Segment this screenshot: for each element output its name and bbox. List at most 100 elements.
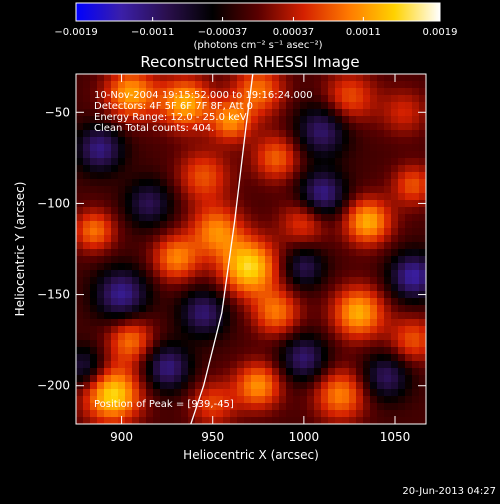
heatmap-cell bbox=[139, 74, 147, 82]
heatmap-cell bbox=[237, 326, 245, 334]
heatmap-cell bbox=[398, 326, 406, 334]
heatmap-cell bbox=[209, 361, 217, 369]
heatmap-cell bbox=[160, 354, 168, 362]
heatmap-cell bbox=[258, 116, 266, 124]
heatmap-cell bbox=[272, 305, 280, 313]
heatmap-cell bbox=[111, 375, 119, 383]
heatmap-cell bbox=[230, 277, 238, 285]
heatmap-cell bbox=[363, 179, 371, 187]
heatmap-cell bbox=[391, 249, 399, 257]
heatmap-cell bbox=[90, 382, 98, 390]
heatmap-cell bbox=[195, 81, 203, 89]
heatmap-cell bbox=[132, 256, 140, 264]
heatmap-cell bbox=[398, 81, 406, 89]
heatmap-cell bbox=[181, 200, 189, 208]
heatmap-cell bbox=[76, 193, 84, 201]
heatmap-cell bbox=[118, 333, 126, 341]
heatmap-cell bbox=[384, 235, 392, 243]
heatmap-cell bbox=[83, 116, 91, 124]
heatmap-cell bbox=[216, 396, 224, 404]
heatmap-cell bbox=[391, 403, 399, 411]
heatmap-cell bbox=[230, 214, 238, 222]
heatmap-cell bbox=[286, 312, 294, 320]
heatmap-cell bbox=[195, 102, 203, 110]
heatmap-cell bbox=[265, 193, 273, 201]
heatmap-cell bbox=[174, 172, 182, 180]
heatmap-cell bbox=[391, 109, 399, 117]
heatmap-cell bbox=[300, 340, 308, 348]
heatmap-cell bbox=[153, 165, 161, 173]
heatmap-cell bbox=[202, 74, 210, 82]
heatmap-cell bbox=[209, 158, 217, 166]
heatmap-cell bbox=[412, 326, 420, 334]
heatmap-cell bbox=[328, 214, 336, 222]
heatmap-cell bbox=[90, 347, 98, 355]
heatmap-cell bbox=[104, 319, 112, 327]
heatmap-cell bbox=[342, 389, 350, 397]
heatmap-cell bbox=[216, 151, 224, 159]
heatmap-cell bbox=[307, 88, 315, 96]
heatmap-cell bbox=[328, 375, 336, 383]
heatmap-cell bbox=[279, 172, 287, 180]
heatmap-cell bbox=[300, 151, 308, 159]
heatmap-cell bbox=[251, 382, 259, 390]
heatmap-cell bbox=[384, 291, 392, 299]
heatmap-cell bbox=[370, 319, 378, 327]
heatmap-cell bbox=[132, 312, 140, 320]
heatmap-cell bbox=[412, 417, 420, 424]
heatmap-cell bbox=[398, 340, 406, 348]
heatmap-cell bbox=[405, 242, 413, 250]
heatmap-cell bbox=[335, 277, 343, 285]
heatmap-cell bbox=[216, 291, 224, 299]
heatmap-cell bbox=[139, 354, 147, 362]
heatmap-cell bbox=[181, 340, 189, 348]
heatmap-cell bbox=[314, 214, 322, 222]
heatmap-cell bbox=[167, 193, 175, 201]
heatmap-cell bbox=[272, 389, 280, 397]
heatmap-cell bbox=[384, 389, 392, 397]
heatmap-cell bbox=[251, 179, 259, 187]
heatmap-cell bbox=[223, 312, 231, 320]
heatmap-cell bbox=[216, 109, 224, 117]
heatmap-cell bbox=[209, 403, 217, 411]
heatmap-cell bbox=[307, 375, 315, 383]
heatmap-cell bbox=[356, 123, 364, 131]
heatmap-cell bbox=[286, 123, 294, 131]
heatmap-cell bbox=[286, 284, 294, 292]
heatmap-cell bbox=[167, 81, 175, 89]
heatmap-cell bbox=[384, 200, 392, 208]
heatmap-cell bbox=[412, 200, 420, 208]
heatmap-cell bbox=[146, 144, 154, 152]
heatmap-cell bbox=[356, 410, 364, 418]
heatmap-cell bbox=[342, 291, 350, 299]
heatmap-cell bbox=[314, 410, 322, 418]
heatmap-cell bbox=[258, 389, 266, 397]
heatmap-cell bbox=[209, 109, 217, 117]
heatmap-cell bbox=[83, 88, 91, 96]
heatmap-cell bbox=[335, 326, 343, 334]
heatmap-cell bbox=[314, 263, 322, 271]
heatmap-cell bbox=[412, 186, 420, 194]
heatmap-cell bbox=[251, 312, 259, 320]
heatmap-cell bbox=[412, 102, 420, 110]
heatmap-cell bbox=[125, 284, 133, 292]
heatmap-cell bbox=[188, 340, 196, 348]
heatmap-cell bbox=[384, 74, 392, 82]
heatmap-cell bbox=[251, 109, 259, 117]
heatmap-cell bbox=[76, 256, 84, 264]
heatmap-cell bbox=[160, 326, 168, 334]
heatmap-cell bbox=[265, 228, 273, 236]
heatmap-cell bbox=[111, 74, 119, 82]
heatmap-cell bbox=[286, 95, 294, 103]
heatmap-cell bbox=[76, 151, 84, 159]
heatmap-cell bbox=[328, 242, 336, 250]
heatmap-cell bbox=[216, 284, 224, 292]
heatmap-cell bbox=[335, 74, 343, 82]
heatmap-cell bbox=[265, 263, 273, 271]
heatmap-cell bbox=[265, 137, 273, 145]
heatmap-cell bbox=[160, 214, 168, 222]
heatmap-cell bbox=[279, 81, 287, 89]
heatmap-cell bbox=[391, 284, 399, 292]
heatmap-cell bbox=[370, 375, 378, 383]
heatmap-cell bbox=[321, 88, 329, 96]
